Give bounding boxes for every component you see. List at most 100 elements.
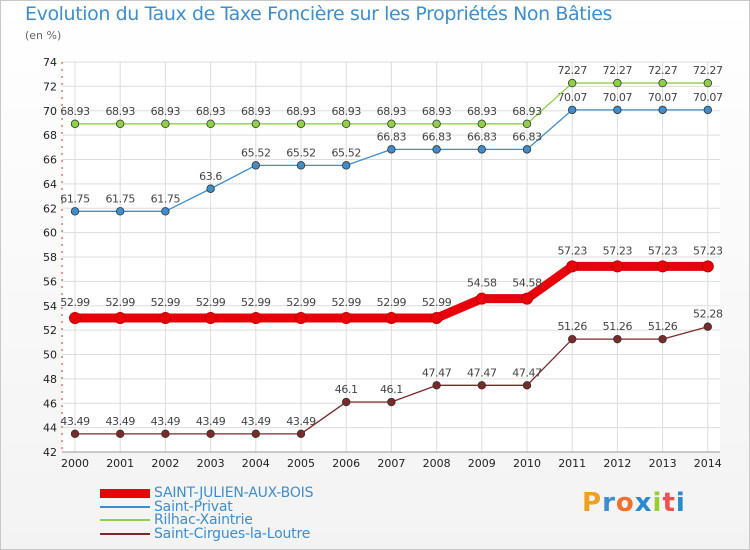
x-tick-label: 2011 [558, 457, 586, 470]
data-label: 66.83 [377, 130, 407, 143]
data-point [70, 429, 80, 439]
data-point [251, 161, 260, 170]
brand-letter: t [662, 488, 676, 518]
x-tick-label: 2002 [151, 457, 179, 470]
data-label: 66.83 [422, 130, 452, 143]
data-point [521, 292, 533, 305]
data-point [296, 161, 306, 170]
legend-label: SAINT-JULIEN-AUX-BOIS [154, 485, 314, 501]
data-label: 47.47 [512, 366, 542, 379]
data-label: 52.99 [422, 296, 452, 309]
legend-label: Saint-Privat [154, 498, 233, 515]
data-label: 72.27 [648, 64, 678, 77]
y-tick-label: 64 [43, 178, 57, 191]
data-label: 46.1 [335, 383, 358, 396]
x-tick-label: 2006 [332, 457, 360, 470]
x-tick-label: 2005 [287, 457, 315, 470]
x-tick-label: 2009 [468, 457, 496, 470]
data-label: 52.99 [377, 296, 407, 309]
y-tick-label: 60 [43, 227, 57, 240]
data-label: 51.26 [557, 320, 587, 333]
data-point [477, 145, 486, 154]
data-label: 68.93 [196, 105, 226, 118]
data-label: 52.99 [151, 296, 181, 309]
data-label: 52.99 [105, 296, 135, 309]
data-point [613, 105, 622, 115]
data-label: 51.26 [648, 320, 678, 333]
x-tick-label: 2001 [106, 457, 134, 470]
data-label: 43.49 [241, 415, 271, 428]
y-tick-label: 66 [43, 154, 57, 167]
y-tick-label: 74 [43, 56, 57, 69]
y-tick-label: 52 [43, 324, 57, 337]
data-point [340, 312, 353, 325]
data-label: 68.93 [512, 105, 542, 118]
legend-swatch [100, 532, 150, 535]
data-label: 47.47 [467, 366, 497, 379]
data-label: 68.93 [422, 105, 452, 118]
data-point [703, 78, 712, 88]
data-point [206, 184, 215, 193]
x-tick-label: 2000 [61, 457, 89, 470]
data-label: 68.93 [331, 105, 361, 118]
brand-letter: i [652, 488, 663, 518]
data-label: 70.07 [648, 91, 678, 104]
brand-letter: i [675, 488, 686, 518]
data-point [159, 312, 172, 325]
data-point [522, 381, 532, 390]
data-label: 52.28 [693, 308, 723, 321]
data-label: 68.93 [105, 105, 135, 118]
data-label: 61.75 [151, 192, 181, 205]
data-point [522, 119, 532, 128]
data-point [658, 105, 667, 115]
data-label: 52.99 [196, 296, 226, 309]
data-point [251, 429, 260, 439]
data-label: 65.52 [331, 146, 361, 159]
data-label: 57.23 [603, 244, 633, 257]
data-point [475, 292, 488, 305]
data-label: 57.23 [693, 244, 723, 257]
brand-letter: P [582, 488, 603, 518]
data-point [432, 145, 441, 154]
data-label: 57.23 [648, 244, 678, 257]
x-tick-label: 2010 [513, 457, 541, 470]
y-tick-label: 50 [43, 349, 57, 362]
data-point [296, 429, 306, 439]
data-point [204, 312, 217, 325]
data-point [566, 260, 579, 273]
data-label: 68.93 [151, 105, 181, 118]
data-point [701, 260, 714, 273]
data-label: 72.27 [693, 64, 723, 77]
y-tick-label: 72 [43, 80, 57, 93]
data-point [161, 119, 170, 128]
y-tick-label: 42 [43, 446, 57, 459]
data-point [703, 105, 712, 115]
data-point [295, 312, 307, 325]
data-point [477, 381, 486, 390]
x-tick-label: 2014 [694, 457, 722, 470]
data-point [342, 397, 351, 407]
data-point [477, 119, 486, 128]
data-label: 51.26 [603, 320, 633, 333]
data-label: 43.49 [286, 415, 316, 428]
data-point [385, 312, 398, 325]
data-label: 57.23 [557, 244, 587, 257]
x-tick-label: 2013 [649, 457, 677, 470]
brand-letter: o [615, 488, 635, 518]
data-point [342, 161, 351, 170]
data-label: 72.27 [557, 64, 587, 77]
data-label: 65.52 [286, 146, 316, 159]
data-point [432, 381, 441, 390]
data-point [432, 119, 441, 128]
data-label: 63.6 [199, 170, 222, 183]
data-label: 61.75 [60, 192, 90, 205]
data-point [613, 334, 622, 344]
data-label: 43.49 [196, 415, 226, 428]
legend-label: Rilhac-Xaintrie [154, 512, 253, 528]
y-tick-label: 62 [43, 202, 57, 215]
data-label: 68.93 [377, 105, 407, 118]
data-point [656, 260, 669, 273]
data-point [522, 145, 532, 154]
data-label: 54.58 [467, 277, 497, 290]
